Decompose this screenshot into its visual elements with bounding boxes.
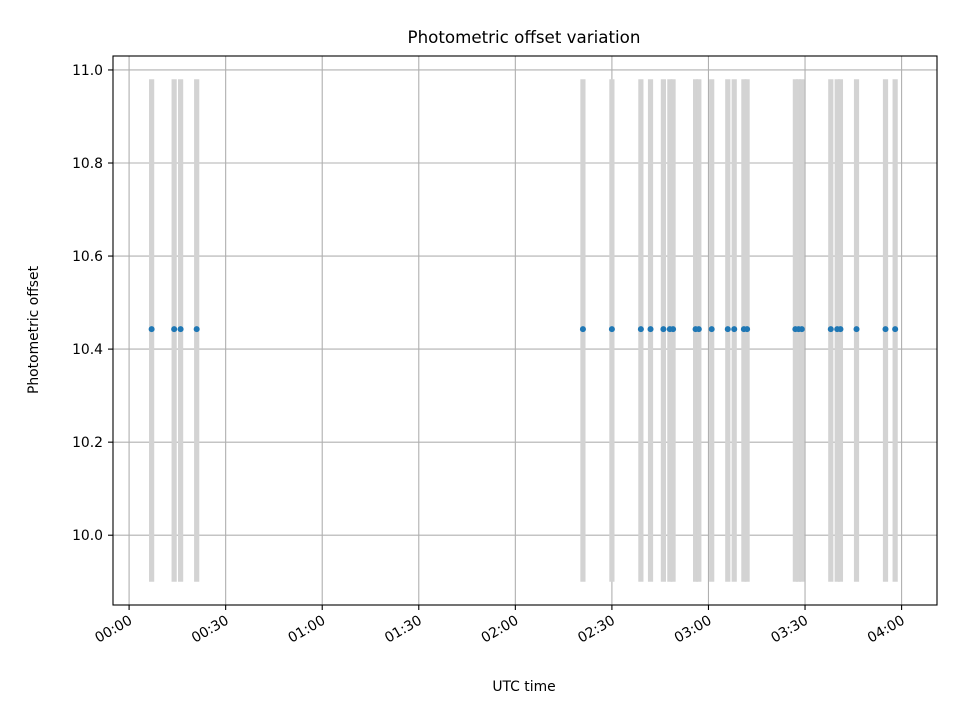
y-tick-label: 10.4 <box>72 342 103 358</box>
y-tick-label: 11.0 <box>72 63 103 79</box>
data-point <box>724 326 731 333</box>
y-axis-label: Photometric offset <box>26 265 42 394</box>
data-point <box>579 326 586 333</box>
data-point <box>708 326 715 333</box>
data-point <box>670 326 677 333</box>
data-point <box>193 326 200 333</box>
data-point <box>882 326 889 333</box>
data-point <box>695 326 702 333</box>
data-point <box>647 326 654 333</box>
data-point <box>827 326 834 333</box>
data-point <box>148 326 155 333</box>
y-tick-label: 10.8 <box>72 156 103 172</box>
data-point <box>177 326 184 333</box>
data-point <box>798 326 805 333</box>
point-series <box>148 326 899 333</box>
plot-frame <box>112 55 938 606</box>
data-point <box>608 326 615 333</box>
data-point <box>853 326 860 333</box>
chart-title: Photometric offset variation <box>408 27 641 47</box>
data-point <box>731 326 738 333</box>
y-tick-label: 10.0 <box>72 528 103 544</box>
data-point <box>637 326 644 333</box>
data-point <box>744 326 751 333</box>
data-point <box>892 326 899 333</box>
y-tick-label: 10.2 <box>72 435 103 451</box>
data-point <box>837 326 844 333</box>
data-point <box>171 326 178 333</box>
data-point <box>660 326 667 333</box>
x-axis-label: UTC time <box>492 679 555 695</box>
y-tick-label: 10.6 <box>72 249 103 265</box>
y-axis: 10.0 10.2 10.4 10.6 10.8 11.0 <box>72 63 113 544</box>
